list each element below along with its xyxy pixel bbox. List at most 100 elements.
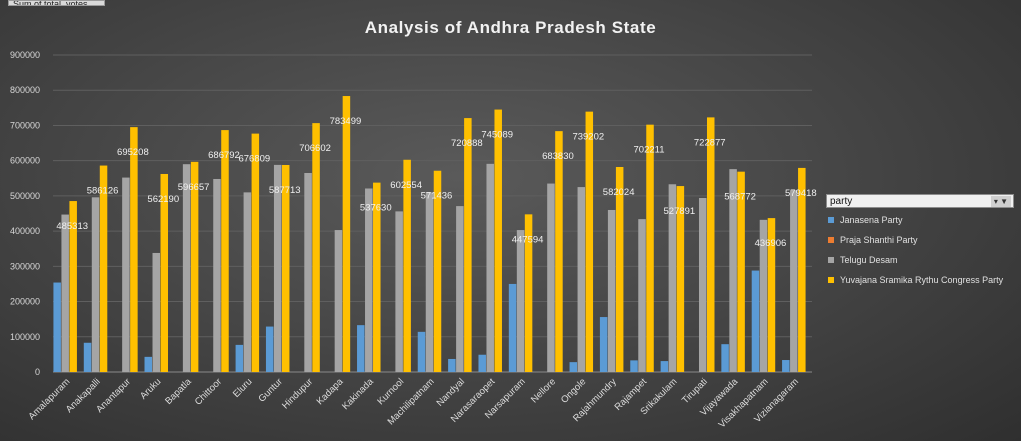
legend-swatch: [828, 257, 834, 263]
bar-telugu: [759, 219, 768, 372]
bar-yuvajana: [130, 127, 138, 372]
bar-yuvajana: [281, 164, 290, 372]
y-tick-label: 300000: [10, 261, 40, 271]
bar-telugu: [243, 192, 252, 372]
bar-janasena: [144, 356, 153, 372]
y-tick-label: 100000: [10, 332, 40, 342]
data-label: 485313: [56, 221, 88, 232]
bar-janasena: [53, 282, 61, 372]
legend-filter-dropdown[interactable]: party ▾ ▼: [826, 194, 1014, 208]
legend-entry[interactable]: Praja Shanthi Party: [826, 230, 1016, 250]
data-label: 537630: [360, 203, 392, 214]
bar-janasena: [569, 362, 578, 372]
x-tick-label: Amalapuram: [26, 376, 72, 422]
bar-telugu: [456, 206, 464, 372]
x-tick-label: Ongole: [559, 376, 588, 405]
x-tick-label: Chittoor: [193, 376, 224, 407]
legend-label: Janasena Party: [840, 215, 903, 225]
data-label: 527891: [664, 206, 696, 217]
bar-yuvajana: [251, 133, 260, 372]
bar-janasena: [448, 358, 456, 372]
bar-telugu: [304, 172, 312, 372]
bar-telugu: [790, 190, 798, 372]
data-label: 745089: [481, 130, 513, 141]
bar-yuvajana: [342, 96, 351, 372]
bar-yuvajana: [706, 117, 715, 372]
bar-yuvajana: [312, 123, 320, 372]
bar-telugu: [182, 164, 191, 372]
bar-janasena: [660, 361, 669, 372]
legend-swatch: [828, 277, 834, 283]
bar-yuvajana: [160, 173, 169, 372]
data-label: 706602: [299, 143, 331, 154]
bar-janasena: [721, 344, 729, 372]
bar-yuvajana: [433, 170, 442, 372]
data-label: 562190: [147, 194, 179, 205]
bar-telugu: [668, 184, 677, 372]
y-tick-label: 0: [35, 367, 40, 377]
y-tick-label: 200000: [10, 297, 40, 307]
y-tick-label: 800000: [10, 85, 40, 95]
legend-label: Praja Shanthi Party: [840, 235, 918, 245]
bar-yuvajana: [615, 166, 624, 372]
legend-swatch: [828, 217, 834, 223]
legend-label: Telugu Desam: [840, 255, 898, 265]
legend-label: Yuvajana Sramika Rythu Congress Party: [840, 275, 1004, 285]
data-label: 587713: [269, 185, 301, 196]
data-label: 683830: [542, 151, 574, 162]
x-tick-label: Bapatla: [163, 376, 194, 407]
bar-yuvajana: [403, 159, 411, 372]
bar-telugu: [425, 192, 434, 372]
filter-dropdown-icon[interactable]: ▾ ▼: [991, 196, 1011, 207]
legend-filter-field: party: [830, 196, 853, 207]
bar-telugu: [577, 187, 586, 372]
legend-entry[interactable]: Telugu Desam: [826, 250, 1016, 270]
bar-yuvajana: [737, 171, 745, 372]
bar-janasena: [630, 360, 638, 372]
bar-telugu: [334, 230, 343, 372]
bar-telugu: [61, 214, 69, 372]
bar-yuvajana: [99, 165, 108, 372]
bar-yuvajana: [221, 130, 229, 372]
data-label: 571436: [421, 191, 453, 202]
bar-yuvajana: [524, 214, 533, 372]
x-tick-label: Kakinada: [340, 376, 376, 412]
pivot-field-button[interactable]: Sum of total_votes: [8, 0, 105, 6]
x-tick-label: Guntur: [257, 376, 285, 404]
data-label: 722877: [694, 137, 726, 148]
bar-yuvajana: [585, 111, 594, 372]
data-label: 720888: [451, 138, 483, 149]
legend-entry[interactable]: Yuvajana Sramika Rythu Congress Party: [826, 270, 1016, 290]
bar-yuvajana: [646, 124, 654, 372]
bar-janasena: [782, 360, 790, 372]
bar-telugu: [395, 211, 403, 372]
data-label: 602554: [390, 180, 422, 191]
chart-title: Analysis of Andhra Pradesh State: [364, 18, 657, 37]
bar-telugu: [607, 209, 616, 372]
x-tick-label: Nellore: [529, 376, 558, 405]
y-tick-label: 500000: [10, 191, 40, 201]
bar-yuvajana: [373, 182, 381, 372]
bar-yuvajana: [767, 218, 776, 372]
bar-yuvajana: [464, 118, 472, 373]
data-label: 695208: [117, 147, 149, 158]
y-tick-label: 600000: [10, 156, 40, 166]
data-label: 436906: [755, 238, 787, 249]
bar-yuvajana: [69, 201, 77, 372]
y-tick-label: 700000: [10, 120, 40, 130]
bar-telugu: [486, 163, 494, 372]
bar-telugu: [698, 198, 707, 372]
data-label: 686792: [208, 150, 240, 161]
data-label: 739202: [572, 132, 604, 143]
legend-entry[interactable]: Janasena Party: [826, 210, 1016, 230]
bar-janasena: [265, 326, 274, 372]
data-label: 596657: [178, 182, 210, 193]
y-tick-label: 400000: [10, 226, 40, 236]
bar-janasena: [357, 325, 365, 372]
data-label: 568772: [724, 192, 756, 203]
bar-telugu: [638, 219, 646, 372]
x-tick-label: Tirupati: [680, 376, 710, 406]
bar-telugu: [91, 197, 100, 372]
bar-janasena: [599, 317, 608, 372]
bar-telugu: [729, 169, 737, 372]
